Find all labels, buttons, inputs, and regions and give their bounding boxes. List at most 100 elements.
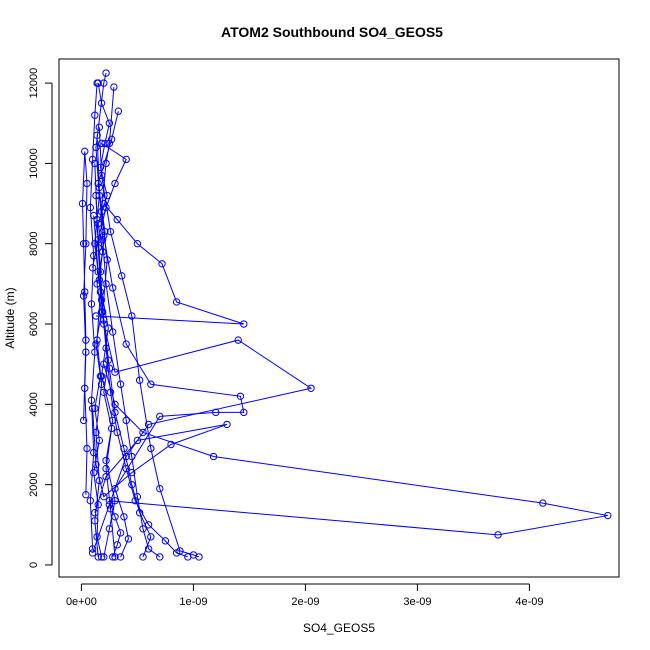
data-point [83,444,91,453]
data-point [223,420,231,429]
data-point [133,240,142,248]
data-point [105,364,114,372]
data-point [110,83,118,91]
data-series [93,131,164,561]
data-point [81,147,89,156]
data-point [94,79,102,87]
data-point [539,499,547,507]
data-point [94,236,102,244]
y-tick-label: 8000 [28,231,40,255]
y-tick-label: 0 [28,562,40,568]
data-series [100,231,248,561]
data-point [113,428,121,437]
data-point [604,511,612,520]
data-point [98,236,107,244]
data-point [122,416,130,425]
data-point [82,240,90,248]
plot-frame [58,58,620,578]
data-point [116,553,125,561]
series-line [94,163,152,558]
data-point [95,123,104,131]
data-point [79,416,88,425]
chart-title: ATOM2 Southbound SO4_GEOS5 [221,24,443,40]
data-point [96,163,105,172]
data-series [88,211,315,557]
data-point [90,252,98,260]
data-point [86,203,95,212]
data-point [94,501,102,509]
data-point [102,464,110,473]
data-point [91,348,99,356]
data-point [101,139,109,148]
data-point [128,312,136,320]
data-point [105,139,114,148]
data-point [158,260,166,268]
data-series [92,191,192,561]
data-point [95,436,104,445]
data-point [102,69,110,77]
data-point [494,531,502,539]
data-point [106,227,115,236]
data-series [95,123,203,561]
series-line [103,364,608,558]
data-point [144,545,153,553]
data-point [128,468,136,477]
data-point [240,320,248,328]
data-point [97,308,106,316]
data-point [88,155,97,164]
data-point [156,412,164,421]
series-line [89,83,98,549]
data-point [156,553,164,561]
data-point [94,179,102,188]
data-point [122,340,130,348]
x-tick-label: 1e-09 [179,596,207,608]
data-point [147,533,155,541]
data-point [107,424,116,433]
data-point [139,553,147,561]
data-point [91,111,99,119]
data-point [307,384,315,392]
data-point [236,392,245,400]
data-point [109,553,117,561]
data-point [133,492,142,501]
series-line [92,408,228,513]
data-point [109,284,117,292]
data-point [94,244,102,252]
data-point [92,191,100,200]
series-line [92,215,313,554]
data-series [100,360,612,561]
data-point [93,280,101,288]
y-axis: 0 2000 4000 6000 8000 10000 12000 [28,68,53,568]
data-point [147,444,155,453]
data-point [147,380,155,388]
data-point [88,549,97,557]
data-point [91,404,99,413]
data-point [87,300,96,308]
data-series [94,107,123,561]
data-point [100,388,108,396]
series-line [97,111,119,558]
y-tick-label: 2000 [28,472,40,496]
data-point [128,452,136,461]
data-point [109,328,117,336]
data-point [102,456,110,465]
data-point [95,183,104,192]
data-point [82,490,90,499]
data-point [240,408,248,417]
data-point [111,408,119,417]
data-point [118,272,126,280]
data-point [133,436,142,445]
data-point [111,368,119,376]
data-point [113,215,121,224]
data-point [92,340,100,348]
x-axis: 0e+00 1e-09 2e-09 3e-09 4e-09 [66,583,543,608]
data-point [102,472,110,481]
data-point [102,159,110,168]
data-point [79,240,88,248]
data-point [172,298,181,306]
data-point [102,280,110,288]
y-axis-label: Altitude (m) [3,287,17,348]
data-point [209,452,218,461]
x-axis-label: SO4_GEOS5 [303,621,375,635]
